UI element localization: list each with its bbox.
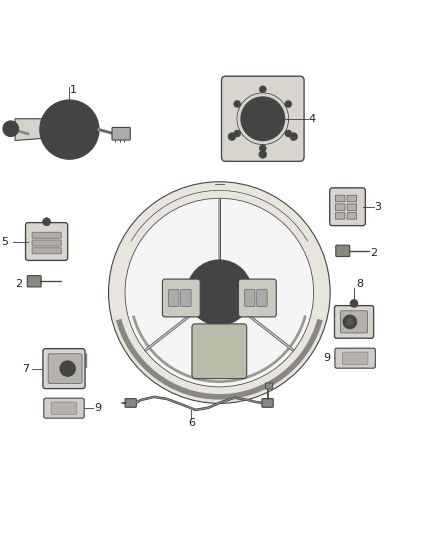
Circle shape — [259, 86, 266, 93]
FancyBboxPatch shape — [32, 248, 61, 254]
Text: 1: 1 — [70, 85, 77, 95]
FancyBboxPatch shape — [192, 324, 247, 378]
Text: 8: 8 — [356, 279, 364, 289]
FancyBboxPatch shape — [51, 402, 77, 414]
FancyBboxPatch shape — [336, 195, 345, 202]
Circle shape — [285, 101, 292, 108]
FancyBboxPatch shape — [336, 204, 345, 211]
FancyBboxPatch shape — [32, 240, 61, 246]
Circle shape — [259, 150, 267, 158]
Circle shape — [60, 361, 75, 376]
Circle shape — [234, 130, 241, 137]
Circle shape — [109, 182, 330, 403]
Circle shape — [234, 101, 241, 108]
FancyBboxPatch shape — [32, 232, 61, 238]
FancyBboxPatch shape — [238, 279, 276, 317]
Circle shape — [198, 271, 241, 314]
FancyBboxPatch shape — [347, 195, 357, 202]
Circle shape — [346, 318, 354, 326]
FancyBboxPatch shape — [48, 354, 82, 383]
Circle shape — [343, 315, 357, 329]
Circle shape — [259, 145, 266, 152]
FancyBboxPatch shape — [330, 188, 365, 225]
Circle shape — [350, 300, 358, 308]
FancyBboxPatch shape — [25, 223, 68, 261]
FancyBboxPatch shape — [44, 398, 84, 418]
Circle shape — [241, 97, 285, 141]
FancyBboxPatch shape — [336, 245, 350, 256]
FancyBboxPatch shape — [347, 213, 357, 219]
FancyBboxPatch shape — [335, 305, 374, 338]
FancyBboxPatch shape — [244, 289, 255, 306]
FancyBboxPatch shape — [343, 352, 368, 364]
Text: 4: 4 — [309, 114, 316, 124]
FancyBboxPatch shape — [222, 76, 304, 161]
FancyBboxPatch shape — [335, 348, 375, 368]
FancyBboxPatch shape — [77, 354, 87, 368]
FancyBboxPatch shape — [265, 383, 273, 389]
FancyBboxPatch shape — [180, 289, 191, 306]
Circle shape — [46, 106, 93, 154]
Text: 9: 9 — [95, 403, 102, 413]
Circle shape — [42, 218, 50, 225]
Text: 9: 9 — [324, 353, 331, 363]
Text: 7: 7 — [21, 364, 29, 374]
FancyBboxPatch shape — [262, 399, 273, 407]
Circle shape — [285, 130, 292, 137]
Circle shape — [290, 133, 297, 141]
Circle shape — [187, 260, 252, 325]
Text: 5: 5 — [1, 237, 8, 247]
Circle shape — [40, 100, 99, 159]
FancyBboxPatch shape — [341, 311, 367, 333]
FancyBboxPatch shape — [43, 349, 85, 389]
Text: 3: 3 — [374, 202, 381, 212]
Circle shape — [52, 112, 87, 147]
FancyBboxPatch shape — [27, 276, 41, 287]
FancyBboxPatch shape — [336, 213, 345, 219]
Polygon shape — [15, 119, 43, 141]
FancyBboxPatch shape — [162, 279, 200, 317]
Circle shape — [125, 198, 314, 387]
Circle shape — [228, 133, 236, 141]
FancyBboxPatch shape — [125, 399, 136, 407]
FancyBboxPatch shape — [347, 204, 357, 211]
Text: 2: 2 — [15, 279, 22, 289]
Circle shape — [3, 121, 18, 136]
FancyBboxPatch shape — [112, 127, 130, 140]
FancyBboxPatch shape — [257, 289, 267, 306]
FancyBboxPatch shape — [169, 289, 179, 306]
Text: 6: 6 — [188, 418, 195, 428]
Text: 2: 2 — [371, 248, 378, 259]
